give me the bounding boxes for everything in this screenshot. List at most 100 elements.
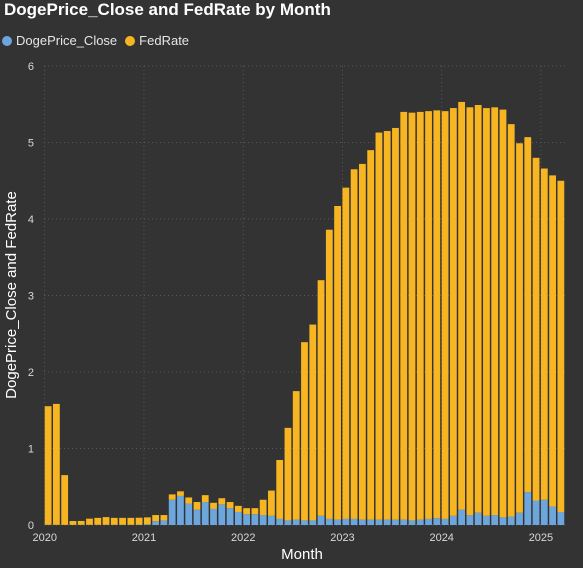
bar-fedrate[interactable] [441,111,449,519]
bar-dogeprice-close[interactable] [168,499,176,525]
bar-dogeprice-close[interactable] [185,503,193,525]
bar-fedrate[interactable] [86,518,93,525]
bar-dogeprice-close[interactable] [251,514,259,525]
bar-fedrate[interactable] [94,517,102,525]
bar-fedrate[interactable] [143,517,151,525]
bar-fedrate[interactable] [177,491,184,496]
bar-dogeprice-close[interactable] [433,518,441,525]
bar-dogeprice-close[interactable] [201,502,209,525]
bar-dogeprice-close[interactable] [358,519,366,525]
bar-dogeprice-close[interactable] [342,518,350,525]
bar-dogeprice-close[interactable] [557,511,565,525]
bar-dogeprice-close[interactable] [143,524,151,525]
bar-dogeprice-close[interactable] [383,519,391,525]
bar-dogeprice-close[interactable] [317,515,325,525]
bar-fedrate[interactable] [301,342,308,521]
bar-dogeprice-close[interactable] [392,519,399,525]
bar-fedrate[interactable] [367,150,375,520]
bar-fedrate[interactable] [61,475,69,525]
bar-fedrate[interactable] [491,107,499,516]
bar-fedrate[interactable] [458,101,466,510]
bar-fedrate[interactable] [358,163,366,520]
bar-dogeprice-close[interactable] [218,504,226,525]
bar-dogeprice-close[interactable] [416,519,424,525]
bar-dogeprice-close[interactable] [491,515,499,525]
bar-fedrate[interactable] [201,495,209,503]
bar-fedrate[interactable] [210,502,217,509]
bar-dogeprice-close[interactable] [367,519,375,525]
bar-dogeprice-close[interactable] [425,518,432,525]
bar-fedrate[interactable] [466,107,474,516]
bar-fedrate[interactable] [499,109,507,518]
bar-fedrate[interactable] [549,175,556,507]
bar-dogeprice-close[interactable] [243,514,251,525]
bar-fedrate[interactable] [234,505,242,512]
bar-dogeprice-close[interactable] [234,511,242,525]
bar-dogeprice-close[interactable] [516,512,523,525]
bar-fedrate[interactable] [292,391,300,520]
bar-dogeprice-close[interactable] [532,500,540,525]
bar-dogeprice-close[interactable] [441,518,449,525]
bar-dogeprice-close[interactable] [325,518,333,525]
bar-dogeprice-close[interactable] [292,519,300,525]
bar-dogeprice-close[interactable] [334,519,341,525]
bar-dogeprice-close[interactable] [540,499,548,525]
bar-dogeprice-close[interactable] [549,506,556,525]
bar-dogeprice-close[interactable] [499,517,507,525]
bar-fedrate[interactable] [342,187,350,519]
bar-fedrate[interactable] [400,111,408,520]
bar-fedrate[interactable] [168,494,176,500]
bar-fedrate[interactable] [110,517,118,525]
bar-dogeprice-close[interactable] [408,520,416,525]
bar-dogeprice-close[interactable] [350,518,358,525]
bar-dogeprice-close[interactable] [210,508,217,525]
bar-fedrate[interactable] [309,324,317,521]
bar-fedrate[interactable] [557,180,565,512]
bar-fedrate[interactable] [433,110,441,519]
bar-dogeprice-close[interactable] [268,515,275,525]
bar-dogeprice-close[interactable] [466,515,474,525]
bar-fedrate[interactable] [152,515,160,522]
bar-fedrate[interactable] [243,508,251,515]
bar-fedrate[interactable] [334,205,341,520]
bar-dogeprice-close[interactable] [483,515,490,525]
bar-dogeprice-close[interactable] [309,520,317,525]
bar-fedrate[interactable] [268,490,275,516]
bar-fedrate[interactable] [425,111,432,519]
bar-dogeprice-close[interactable] [507,516,515,525]
bar-dogeprice-close[interactable] [400,519,408,525]
bar-fedrate[interactable] [408,112,416,521]
bar-fedrate[interactable] [540,168,548,500]
bar-dogeprice-close[interactable] [449,515,457,525]
bar-fedrate[interactable] [416,111,424,520]
bar-fedrate[interactable] [77,520,85,525]
bar-fedrate[interactable] [102,517,110,525]
bar-dogeprice-close[interactable] [177,495,184,525]
bar-fedrate[interactable] [218,498,226,505]
bar-fedrate[interactable] [507,124,515,517]
legend-item-fedrate[interactable]: FedRate [125,33,189,48]
bar-fedrate[interactable] [516,143,523,513]
bar-dogeprice-close[interactable] [458,509,466,525]
bar-fedrate[interactable] [284,427,292,521]
bar-fedrate[interactable] [474,105,482,513]
bar-fedrate[interactable] [483,108,490,516]
bar-fedrate[interactable] [119,517,126,525]
bar-fedrate[interactable] [383,131,391,520]
bar-fedrate[interactable] [226,502,234,509]
bar-dogeprice-close[interactable] [284,520,292,525]
bar-dogeprice-close[interactable] [301,520,308,525]
bar-fedrate[interactable] [53,403,60,525]
bar-dogeprice-close[interactable] [259,515,267,525]
bar-fedrate[interactable] [276,459,284,519]
bar-fedrate[interactable] [127,517,135,525]
bar-dogeprice-close[interactable] [152,521,160,525]
bar-fedrate[interactable] [160,515,168,521]
bar-dogeprice-close[interactable] [193,509,201,525]
bar-fedrate[interactable] [532,157,540,501]
bar-fedrate[interactable] [259,499,267,516]
bar-fedrate[interactable] [193,502,201,510]
bar-fedrate[interactable] [317,280,325,516]
bar-dogeprice-close[interactable] [474,512,482,525]
bar-fedrate[interactable] [251,508,259,515]
